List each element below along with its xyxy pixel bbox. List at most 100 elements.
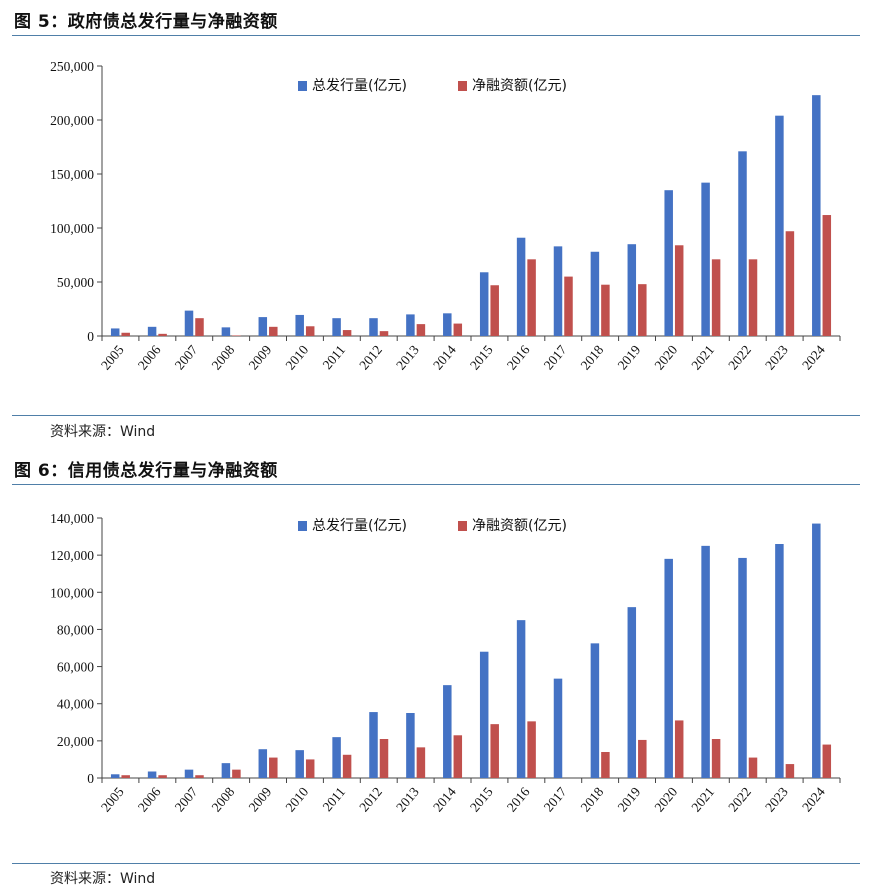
figure-5-title: 图 5：政府债总发行量与净融资额 xyxy=(14,12,278,32)
bar-issuance-2008 xyxy=(221,763,231,778)
y-tick-label: 80,000 xyxy=(57,622,94,637)
bar-issuance-2012 xyxy=(369,712,378,778)
figure-6-bottom-rule xyxy=(12,863,860,864)
bar-issuance-2013 xyxy=(406,314,415,336)
bar-issuance-2005 xyxy=(110,328,120,336)
x-tick-label-2022: 2022 xyxy=(725,784,754,814)
figure-6-chart-svg: 0 20,000 40,000 60,000 80,000 100,000 120,000 1… xyxy=(50,511,841,815)
figure-6-top-rule xyxy=(12,484,860,485)
y-tick-label: 140,000 xyxy=(50,511,94,526)
figure-5-top-rule xyxy=(12,35,860,36)
bar-net-2016 xyxy=(527,259,536,336)
x-tick-label-2012: 2012 xyxy=(356,342,385,372)
bar-net-2021 xyxy=(711,259,721,336)
x-tick-label-2012: 2012 xyxy=(356,784,385,814)
x-tick-label-2013: 2013 xyxy=(393,784,422,815)
bar-issuance-2005 xyxy=(110,774,120,778)
x-tick-label-2017: 2017 xyxy=(541,342,570,373)
bar-issuance-2018 xyxy=(590,251,600,336)
bar-net-2007 xyxy=(195,775,204,778)
bar-issuance-2019 xyxy=(627,607,637,778)
x-tick-label-2020: 2020 xyxy=(651,342,680,373)
bar-net-2017 xyxy=(564,276,573,336)
legend-label-0: 总发行量(亿元) xyxy=(312,78,407,94)
legend-label-1: 净融资额(亿元) xyxy=(472,78,567,94)
bar-net-2020 xyxy=(674,720,684,778)
bar-issuance-2017 xyxy=(553,678,563,778)
x-tick-label-2010: 2010 xyxy=(282,342,311,373)
x-tick-label-2007: 2007 xyxy=(172,784,201,815)
bar-net-2018 xyxy=(601,284,610,336)
figure-6-chart: 0 20,000 40,000 60,000 80,000 100,000 120,000 1… xyxy=(10,490,860,860)
x-tick-label-2023: 2023 xyxy=(762,784,791,815)
legend-label-0: 总发行量(亿元) xyxy=(312,518,407,534)
bar-net-2009 xyxy=(269,326,278,336)
bar-net-2019 xyxy=(638,284,647,336)
bar-net-2005 xyxy=(121,332,130,336)
x-tick-label-2005: 2005 xyxy=(98,342,127,373)
x-tick-label-2024: 2024 xyxy=(799,784,828,815)
legend-swatch-0 xyxy=(298,81,307,91)
legend-swatch-1 xyxy=(458,81,467,91)
y-tick-label: 120,000 xyxy=(50,548,94,563)
bar-issuance-2014 xyxy=(443,313,452,336)
x-tick-label-2006: 2006 xyxy=(135,342,164,373)
bar-net-2012 xyxy=(379,331,389,336)
bar-issuance-2011 xyxy=(332,318,341,336)
x-tick-label-2020: 2020 xyxy=(651,784,680,815)
x-tick-label-2021: 2021 xyxy=(688,342,717,372)
bar-issuance-2011 xyxy=(332,737,341,778)
bar-issuance-2023 xyxy=(775,115,784,337)
bar-issuance-2008 xyxy=(221,327,231,336)
bar-issuance-2021 xyxy=(701,182,710,336)
x-tick-label-2024: 2024 xyxy=(799,342,828,373)
bar-net-2006 xyxy=(158,333,167,336)
x-tick-label-2022: 2022 xyxy=(725,342,754,372)
bar-issuance-2017 xyxy=(553,246,563,336)
bar-issuance-2018 xyxy=(590,643,600,778)
bar-net-2014 xyxy=(453,735,463,778)
figure-5-source: 资料来源：Wind xyxy=(50,424,156,440)
bar-issuance-2024 xyxy=(812,95,821,336)
x-tick-label-2018: 2018 xyxy=(578,784,607,815)
x-tick-label-2011: 2011 xyxy=(320,784,349,814)
y-tick-label: 50,000 xyxy=(57,275,94,290)
x-tick-label-2023: 2023 xyxy=(762,342,791,373)
legend-swatch-0 xyxy=(298,521,307,531)
x-tick-label-2014: 2014 xyxy=(430,784,459,815)
y-tick-label: 40,000 xyxy=(57,697,94,712)
bar-issuance-2010 xyxy=(295,314,304,336)
bar-net-2012 xyxy=(379,739,389,778)
x-tick-label-2009: 2009 xyxy=(246,342,275,373)
bar-issuance-2013 xyxy=(406,713,415,778)
y-tick-label: 100,000 xyxy=(50,585,94,600)
bar-net-2024 xyxy=(822,744,832,778)
bar-net-2023 xyxy=(785,764,795,778)
y-tick-label: 250,000 xyxy=(50,59,94,74)
bar-issuance-2012 xyxy=(369,318,378,336)
figure-5-chart-svg: 0 50,000 100,000 150,000 200,000 250,000 2005 2… xyxy=(50,59,841,373)
bar-net-2022 xyxy=(748,259,758,336)
x-tick-label-2014: 2014 xyxy=(430,342,459,373)
bar-net-2010 xyxy=(305,326,315,336)
y-tick-label: 100,000 xyxy=(50,221,94,236)
bar-net-2013 xyxy=(416,747,426,778)
x-tick-label-2008: 2008 xyxy=(209,342,238,373)
x-tick-label-2015: 2015 xyxy=(467,784,496,815)
figure-6-source: 资料来源：Wind xyxy=(50,871,156,887)
x-tick-label-2016: 2016 xyxy=(504,342,533,373)
legend-swatch-1 xyxy=(458,521,467,531)
bar-net-2020 xyxy=(674,245,684,336)
x-tick-label-2008: 2008 xyxy=(209,784,238,815)
y-tick-label: 20,000 xyxy=(57,734,94,749)
bar-net-2018 xyxy=(601,752,610,778)
x-tick-label-2019: 2019 xyxy=(615,342,644,373)
x-tick-label-2009: 2009 xyxy=(246,784,275,815)
figure-5-chart: 0 50,000 100,000 150,000 200,000 250,000 2005 2… xyxy=(10,40,860,412)
x-tick-label-2017: 2017 xyxy=(541,784,570,815)
x-tick-label-2019: 2019 xyxy=(615,784,644,815)
bar-net-2015 xyxy=(490,285,499,336)
bar-net-2009 xyxy=(269,757,278,778)
bar-net-2006 xyxy=(158,775,167,778)
y-tick-label: 60,000 xyxy=(57,660,94,675)
